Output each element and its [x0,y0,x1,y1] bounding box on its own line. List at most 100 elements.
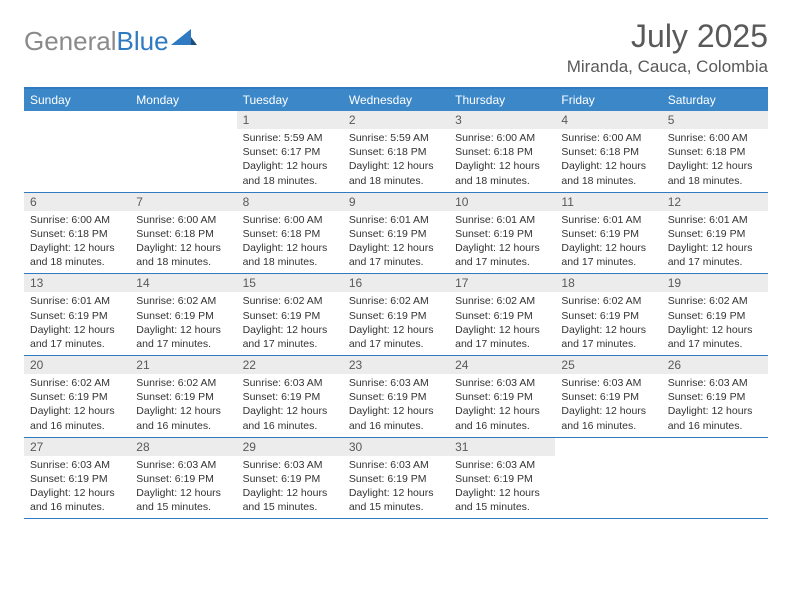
day-number: 22 [237,356,343,374]
day-body: Sunrise: 6:02 AMSunset: 6:19 PMDaylight:… [130,292,236,355]
daylight-text: and 16 minutes. [668,419,762,433]
day-body: Sunrise: 6:03 AMSunset: 6:19 PMDaylight:… [662,374,768,437]
daylight-text: Daylight: 12 hours [561,159,655,173]
daylight-text: and 17 minutes. [243,337,337,351]
daylight-text: and 17 minutes. [455,337,549,351]
daylight-text: and 16 minutes. [455,419,549,433]
day-cell: 4Sunrise: 6:00 AMSunset: 6:18 PMDaylight… [555,111,661,192]
daylight-text: Daylight: 12 hours [349,241,443,255]
day-number: 2 [343,111,449,129]
daylight-text: and 17 minutes. [30,337,124,351]
week-row: 1Sunrise: 5:59 AMSunset: 6:17 PMDaylight… [24,111,768,193]
daylight-text: Daylight: 12 hours [349,159,443,173]
day-body: Sunrise: 6:02 AMSunset: 6:19 PMDaylight:… [343,292,449,355]
daylight-text: and 16 minutes. [349,419,443,433]
day-cell: 13Sunrise: 6:01 AMSunset: 6:19 PMDayligh… [24,274,130,355]
calendar: SundayMondayTuesdayWednesdayThursdayFrid… [24,87,768,519]
week-row: 27Sunrise: 6:03 AMSunset: 6:19 PMDayligh… [24,438,768,520]
sunrise-text: Sunrise: 6:03 AM [136,458,230,472]
day-number: 28 [130,438,236,456]
sunrise-text: Sunrise: 6:02 AM [30,376,124,390]
day-body: Sunrise: 6:03 AMSunset: 6:19 PMDaylight:… [130,456,236,519]
daylight-text: and 18 minutes. [455,174,549,188]
day-number: 11 [555,193,661,211]
daylight-text: and 18 minutes. [136,255,230,269]
sunrise-text: Sunrise: 6:03 AM [668,376,762,390]
daylight-text: and 18 minutes. [561,174,655,188]
daylight-text: Daylight: 12 hours [243,486,337,500]
sunrise-text: Sunrise: 6:00 AM [455,131,549,145]
daylight-text: and 17 minutes. [349,337,443,351]
sunset-text: Sunset: 6:19 PM [349,309,443,323]
day-cell: 17Sunrise: 6:02 AMSunset: 6:19 PMDayligh… [449,274,555,355]
day-cell: 5Sunrise: 6:00 AMSunset: 6:18 PMDaylight… [662,111,768,192]
day-number: 19 [662,274,768,292]
day-header: Friday [555,89,661,111]
sunrise-text: Sunrise: 6:00 AM [668,131,762,145]
day-body: Sunrise: 6:00 AMSunset: 6:18 PMDaylight:… [449,129,555,192]
sunset-text: Sunset: 6:19 PM [243,309,337,323]
daylight-text: Daylight: 12 hours [349,404,443,418]
day-body: Sunrise: 6:00 AMSunset: 6:18 PMDaylight:… [130,211,236,274]
sunrise-text: Sunrise: 5:59 AM [243,131,337,145]
daylight-text: and 17 minutes. [561,337,655,351]
sunrise-text: Sunrise: 6:03 AM [455,376,549,390]
sunrise-text: Sunrise: 6:02 AM [561,294,655,308]
day-cell: 12Sunrise: 6:01 AMSunset: 6:19 PMDayligh… [662,193,768,274]
sunset-text: Sunset: 6:19 PM [349,390,443,404]
day-body: Sunrise: 6:00 AMSunset: 6:18 PMDaylight:… [662,129,768,192]
day-body: Sunrise: 6:01 AMSunset: 6:19 PMDaylight:… [555,211,661,274]
day-number: 26 [662,356,768,374]
day-cell: 24Sunrise: 6:03 AMSunset: 6:19 PMDayligh… [449,356,555,437]
day-number: 21 [130,356,236,374]
day-number: 1 [237,111,343,129]
daylight-text: and 17 minutes. [561,255,655,269]
sunrise-text: Sunrise: 6:00 AM [136,213,230,227]
day-cell: 15Sunrise: 6:02 AMSunset: 6:19 PMDayligh… [237,274,343,355]
day-header-row: SundayMondayTuesdayWednesdayThursdayFrid… [24,89,768,111]
sunrise-text: Sunrise: 6:01 AM [30,294,124,308]
day-number: 20 [24,356,130,374]
day-cell: 18Sunrise: 6:02 AMSunset: 6:19 PMDayligh… [555,274,661,355]
daylight-text: Daylight: 12 hours [136,486,230,500]
daylight-text: Daylight: 12 hours [668,241,762,255]
logo-text-blue: Blue [117,26,169,57]
location: Miranda, Cauca, Colombia [567,57,768,77]
day-cell: 7Sunrise: 6:00 AMSunset: 6:18 PMDaylight… [130,193,236,274]
sunset-text: Sunset: 6:19 PM [455,227,549,241]
day-cell: 11Sunrise: 6:01 AMSunset: 6:19 PMDayligh… [555,193,661,274]
day-body: Sunrise: 6:01 AMSunset: 6:19 PMDaylight:… [24,292,130,355]
sunset-text: Sunset: 6:18 PM [349,145,443,159]
sunset-text: Sunset: 6:19 PM [30,390,124,404]
daylight-text: and 16 minutes. [561,419,655,433]
sunset-text: Sunset: 6:19 PM [561,309,655,323]
day-body: Sunrise: 6:03 AMSunset: 6:19 PMDaylight:… [343,456,449,519]
sunset-text: Sunset: 6:19 PM [243,390,337,404]
daylight-text: and 18 minutes. [243,174,337,188]
daylight-text: and 17 minutes. [136,337,230,351]
daylight-text: and 17 minutes. [349,255,443,269]
sunrise-text: Sunrise: 6:03 AM [243,376,337,390]
day-cell: 8Sunrise: 6:00 AMSunset: 6:18 PMDaylight… [237,193,343,274]
day-number: 17 [449,274,555,292]
day-body: Sunrise: 6:03 AMSunset: 6:19 PMDaylight:… [237,456,343,519]
blank-cell [24,111,130,192]
daylight-text: and 15 minutes. [136,500,230,514]
sunset-text: Sunset: 6:18 PM [136,227,230,241]
day-number: 7 [130,193,236,211]
sunset-text: Sunset: 6:18 PM [455,145,549,159]
day-number: 14 [130,274,236,292]
sunset-text: Sunset: 6:18 PM [561,145,655,159]
day-body: Sunrise: 6:01 AMSunset: 6:19 PMDaylight:… [662,211,768,274]
daylight-text: Daylight: 12 hours [455,159,549,173]
day-body: Sunrise: 6:02 AMSunset: 6:19 PMDaylight:… [662,292,768,355]
daylight-text: Daylight: 12 hours [30,323,124,337]
daylight-text: Daylight: 12 hours [561,404,655,418]
daylight-text: Daylight: 12 hours [668,323,762,337]
daylight-text: and 15 minutes. [455,500,549,514]
daylight-text: and 17 minutes. [668,255,762,269]
day-header: Thursday [449,89,555,111]
day-body: Sunrise: 6:02 AMSunset: 6:19 PMDaylight:… [449,292,555,355]
sunset-text: Sunset: 6:18 PM [668,145,762,159]
daylight-text: Daylight: 12 hours [455,486,549,500]
